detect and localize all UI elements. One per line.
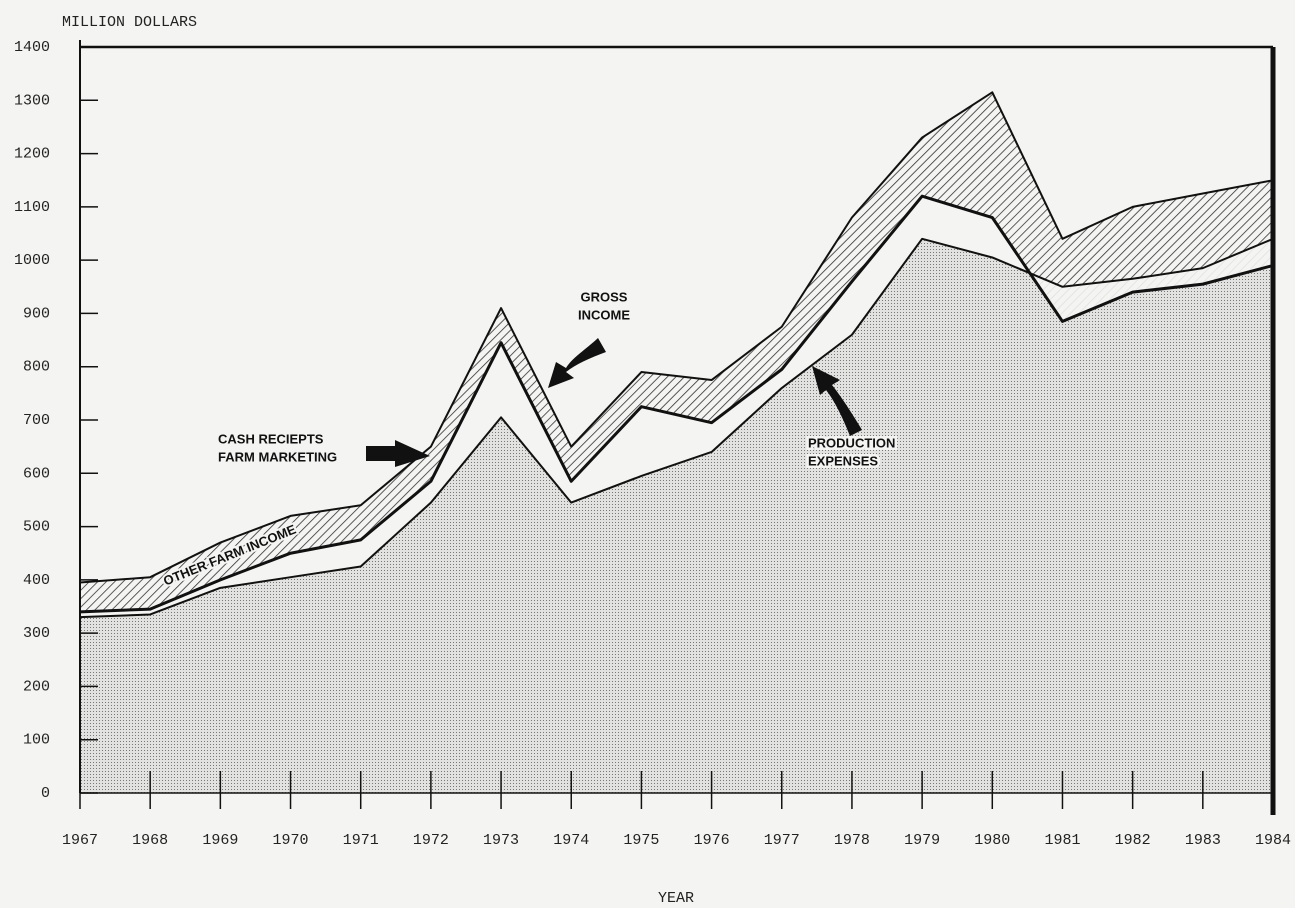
x-tick-label: 1971: [343, 832, 379, 849]
x-tick-label: 1969: [202, 832, 238, 849]
series-line: [79, 237, 1274, 619]
arrow-gross: [548, 338, 606, 388]
y-tick-label: 1100: [14, 199, 50, 216]
y-tick-label: 1300: [14, 92, 50, 109]
y-tick-label: 900: [23, 305, 50, 322]
x-tick-label: 1972: [413, 832, 449, 849]
y-tick-label: 1000: [14, 252, 50, 269]
y-tick-label: 600: [23, 465, 50, 482]
x-tick-label: 1973: [483, 832, 519, 849]
annotation: CASH RECIEPTS: [218, 431, 324, 446]
series-line: [79, 194, 1274, 614]
x-tick-label: 1980: [974, 832, 1010, 849]
x-tick-label: 1979: [904, 832, 940, 849]
y-tick-label: 500: [23, 519, 50, 536]
x-tick-label: 1983: [1185, 832, 1221, 849]
x-tick-label: 1970: [273, 832, 309, 849]
arrow-expenses: [812, 366, 862, 436]
x-tick-label: 1977: [764, 832, 800, 849]
expense-area: [80, 238, 1273, 794]
y-tick-label: 400: [23, 572, 50, 589]
other-income-band: [80, 92, 1273, 612]
arrow-cash: [366, 440, 430, 467]
y-tick-label: 1400: [14, 39, 50, 56]
series-line: [79, 91, 1274, 584]
y-tick-label: 700: [23, 412, 50, 429]
x-tick-label: 1978: [834, 832, 870, 849]
annotation: INCOME: [578, 307, 630, 322]
x-tick-label: 1974: [553, 832, 589, 849]
x-tick-label: 1967: [62, 832, 98, 849]
x-axis-title: YEAR: [658, 890, 694, 907]
y-tick-label: 200: [23, 678, 50, 695]
x-tick-label: 1968: [132, 832, 168, 849]
y-tick-label: 800: [23, 359, 50, 376]
x-tick-label: 1976: [694, 832, 730, 849]
y-tick-label: 100: [23, 732, 50, 749]
annotation: PRODUCTION: [808, 435, 895, 450]
annotation: EXPENSES: [808, 453, 878, 468]
x-tick-label: 1982: [1115, 832, 1151, 849]
x-tick-label: 1975: [623, 832, 659, 849]
annotation: FARM MARKETING: [218, 449, 337, 464]
y-axis-title: MILLION DOLLARS: [62, 14, 197, 31]
y-tick-label: 300: [23, 625, 50, 642]
annotation: GROSS: [581, 289, 628, 304]
y-tick-label: 0: [41, 785, 50, 802]
x-tick-label: 1981: [1044, 832, 1080, 849]
x-tick-label: 1984: [1255, 832, 1291, 849]
y-tick-label: 1200: [14, 146, 50, 163]
